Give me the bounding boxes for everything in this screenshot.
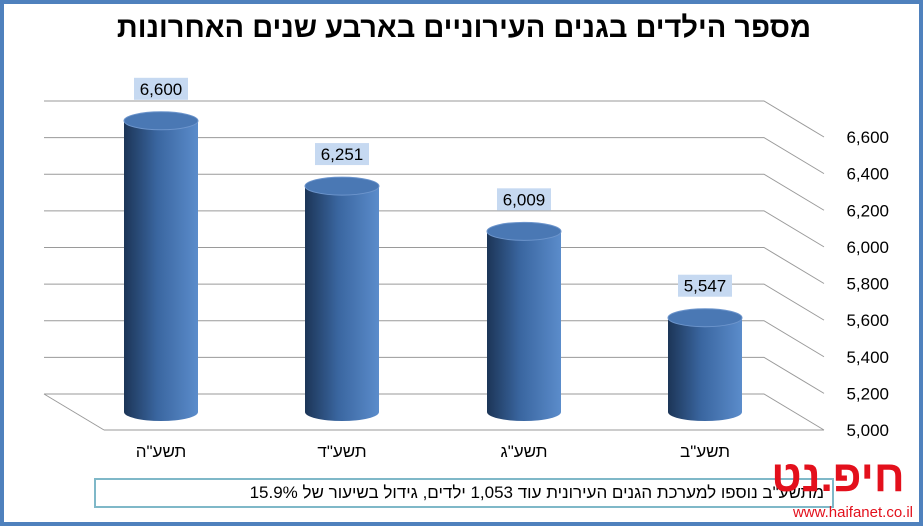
bar-top xyxy=(667,308,743,328)
floor-edge xyxy=(43,393,105,431)
bar-top xyxy=(304,176,380,196)
x-tick-label: תשע"ב xyxy=(680,442,730,461)
data-label: 6,251 xyxy=(321,145,364,164)
bar-top xyxy=(486,221,562,241)
x-tick-label: תשע"ה xyxy=(136,442,187,461)
data-label: 5,547 xyxy=(684,277,727,296)
bar xyxy=(487,231,561,421)
bar xyxy=(305,186,379,421)
bar xyxy=(124,120,198,422)
bar xyxy=(668,317,742,421)
data-label-bg xyxy=(315,143,369,166)
footnote: מתשע"ב נוספו למערכת הגנים העירונית עוד 1… xyxy=(94,478,834,508)
data-label: 6,600 xyxy=(140,80,183,99)
bar-top xyxy=(123,111,199,131)
y-tick-label: 6,400 xyxy=(846,165,889,184)
y-tick-label: 5,400 xyxy=(846,348,889,367)
gridline xyxy=(44,283,825,321)
gridline xyxy=(44,100,825,138)
gridline xyxy=(44,393,825,431)
data-label-bg xyxy=(134,77,188,100)
gridline xyxy=(44,210,825,248)
y-tick-label: 5,000 xyxy=(846,421,889,440)
x-tick-label: תשע"ג xyxy=(501,442,548,461)
data-label: 6,009 xyxy=(503,190,546,209)
x-tick-label: תשע"ד xyxy=(317,442,366,461)
y-tick-label: 6,600 xyxy=(846,128,889,147)
bar-chart: 5,000 5,200 5,400 5,600 5,800 6,000 6,200 6,400… xyxy=(43,77,889,461)
y-tick-label: 6,000 xyxy=(846,238,889,257)
gridline xyxy=(44,137,825,175)
data-label-bg xyxy=(678,274,732,297)
y-tick-label: 5,800 xyxy=(846,275,889,294)
gridline xyxy=(44,247,825,284)
y-tick-label: 5,600 xyxy=(846,311,889,330)
y-tick-label: 5,200 xyxy=(846,384,889,403)
watermark-logo: חיפ.נט xyxy=(771,452,905,501)
gridline xyxy=(44,173,825,211)
gridline xyxy=(44,320,825,358)
gridline xyxy=(44,356,825,394)
chart-title: מספר הילדים בגנים העירוניים בארבע שנים ה… xyxy=(116,12,812,44)
y-tick-label: 6,200 xyxy=(846,201,889,220)
watermark-url: www.haifanet.co.il xyxy=(792,504,913,521)
data-label-bg xyxy=(497,188,551,211)
